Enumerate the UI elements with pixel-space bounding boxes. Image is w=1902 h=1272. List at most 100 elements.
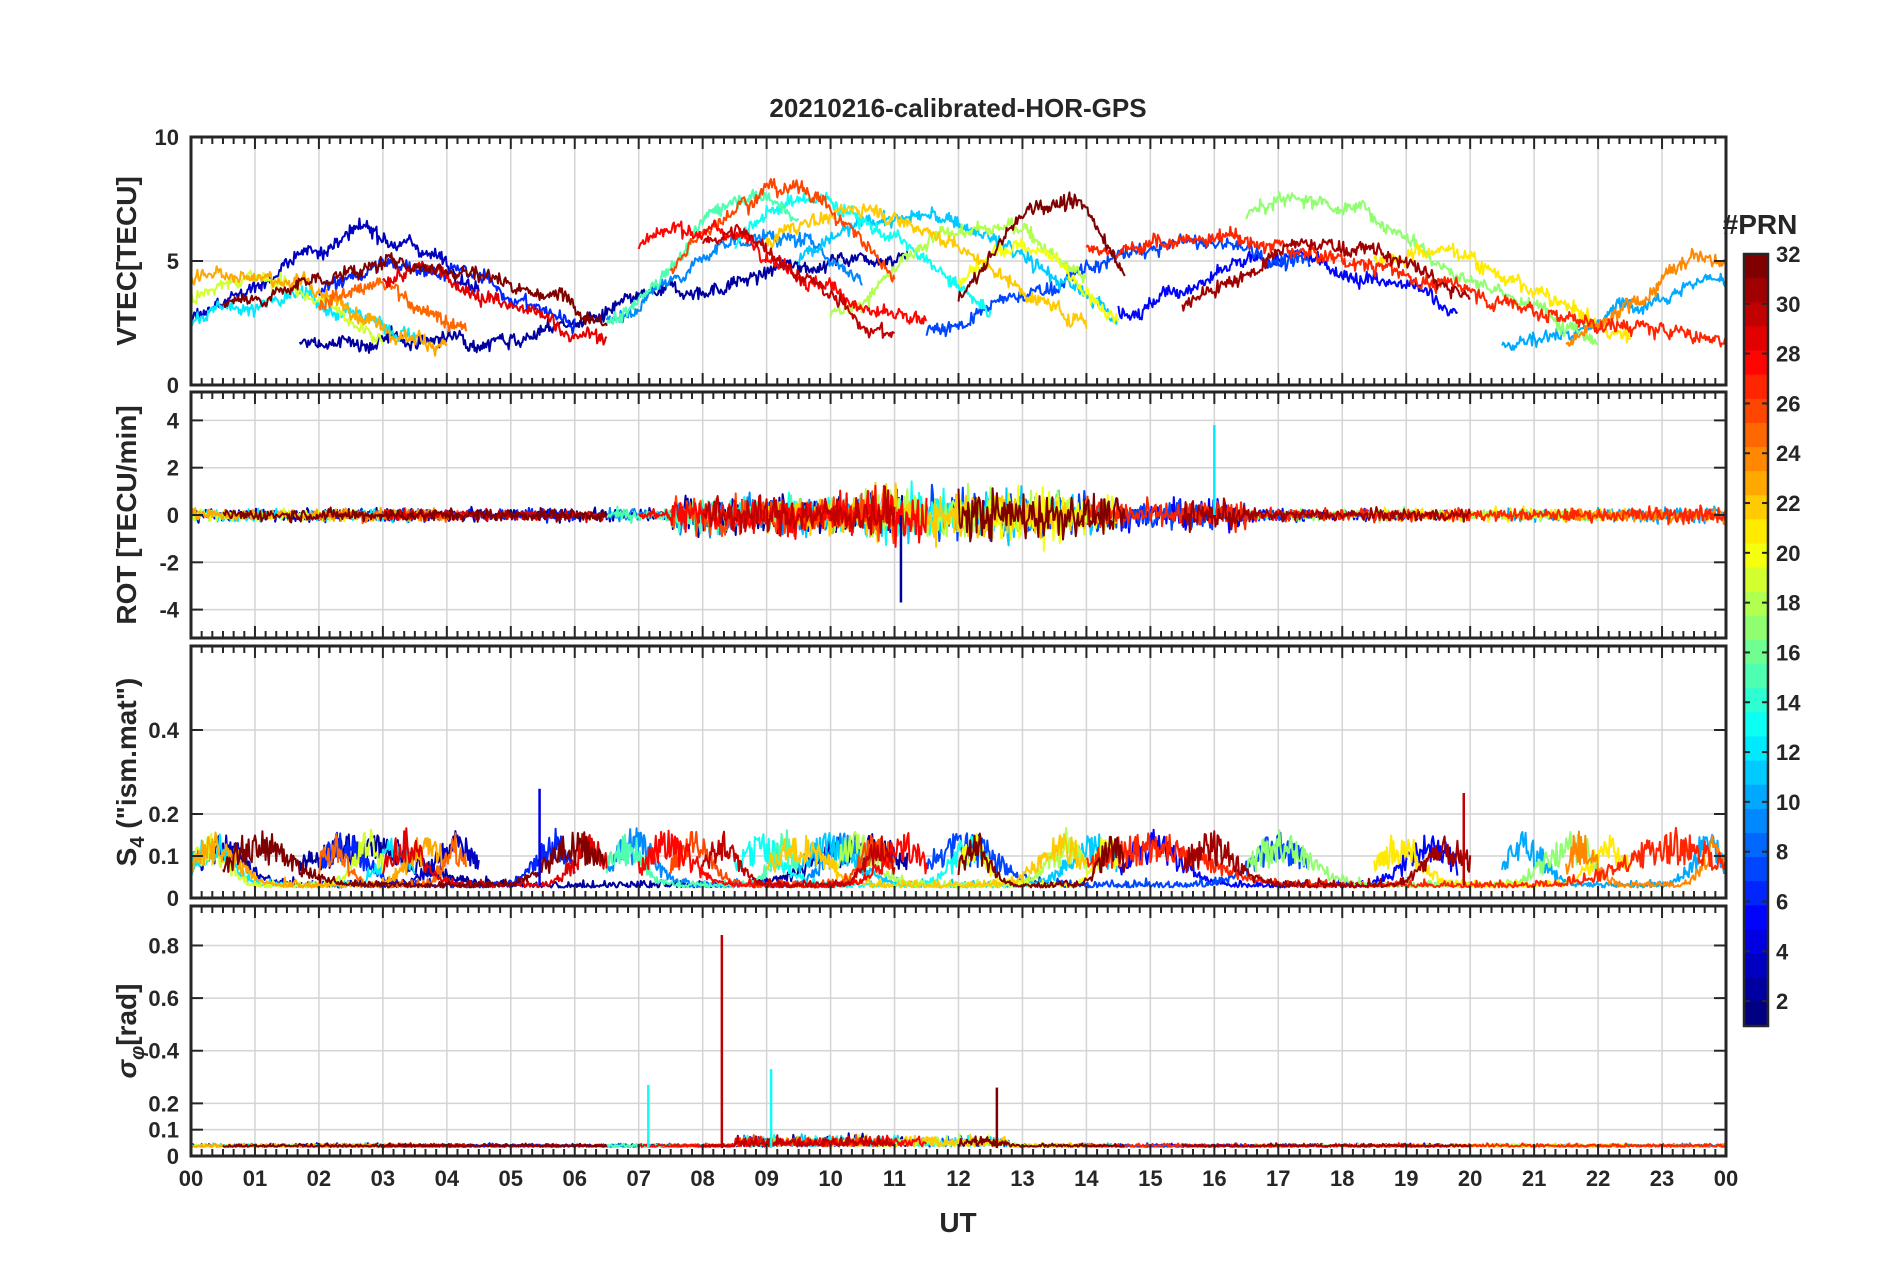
x-tick-label: 08 [690,1166,714,1191]
colorbar-segment [1744,254,1768,279]
colorbar-tick-label: 24 [1776,441,1801,466]
colorbar-tick-label: 10 [1776,790,1800,815]
colorbar-segment [1744,833,1768,858]
series-line-prn-18 [829,217,1087,318]
series-line-prn-22 [765,833,1088,889]
series-line-prn-30 [702,1134,896,1148]
colorbar-segment [1744,302,1768,327]
series-line-prn-19 [191,828,384,889]
series-line-prn-22 [765,203,1088,329]
panel-rot-ylabel: ROT [TECU/min] [111,405,142,624]
series-line-prn-29 [382,260,608,346]
chart-title: 20210216-calibrated-HOR-GPS [769,93,1146,123]
series-line-prn-17 [1245,191,1599,346]
colorbar-segment [1744,543,1768,569]
ylabel-main: S [111,848,142,867]
x-tick-label: 21 [1522,1166,1546,1191]
series-line-prn-31 [1181,497,1472,534]
colorbar-tick-label: 14 [1776,690,1801,715]
panel-vtec-series [191,178,1726,357]
series-line-prn-9 [605,228,863,324]
series-line-prn-28 [637,219,928,325]
series-line-prn-32 [222,506,608,524]
series-line-prn-31 [1181,830,1472,889]
panel-vtec-ticks [190,136,1727,386]
y-tick-label: -2 [159,550,179,575]
ylabel-sub: φ [127,1046,149,1060]
x-tick-label: 17 [1266,1166,1290,1191]
colorbar-segment [1744,760,1768,786]
y-tick-label: 0.2 [148,802,179,827]
colorbar-segment [1744,736,1768,762]
y-tick-label: 10 [155,125,179,150]
x-tick-label: 00 [179,1166,203,1191]
colorbar-tick-label: 6 [1776,889,1788,914]
colorbar-segment [1744,447,1768,472]
colorbar-segment [1744,422,1768,448]
colorbar-tick-label: 2 [1776,989,1788,1014]
series-line-prn-6 [318,827,576,889]
colorbar-tick-label: 8 [1776,840,1788,865]
colorbar-segment [1744,857,1768,882]
colorbar-frame [1742,252,1770,1028]
colorbar-tick-label: 16 [1776,640,1800,665]
series-line-prn-13 [734,191,992,318]
y-tick-label: 0.4 [148,1039,179,1064]
colorbar-segment [1744,591,1768,617]
y-tick-label: 0.6 [148,986,179,1011]
colorbar-tick-label: 30 [1776,292,1800,317]
ylabel-rest: [rad] [111,984,142,1046]
y-tick-label: 2 [167,456,179,481]
series-line-prn-32 [957,1135,1125,1148]
colorbar-segment [1744,495,1768,520]
colorbar-tick-label: 22 [1776,491,1800,516]
colorbar-label: #PRN [1723,209,1798,240]
x-tick-label: 16 [1202,1166,1226,1191]
colorbar-segment [1744,278,1768,303]
colorbar-segment [1744,615,1768,641]
series-line-prn-21 [1373,242,1631,344]
panel-s4-series [191,788,1726,889]
colorbar-tick-label: 32 [1776,242,1800,267]
x-tick-label: 03 [371,1166,395,1191]
colorbar-tick-label: 26 [1776,391,1800,416]
x-tick-label: 09 [754,1166,778,1191]
panel-sigma-ticks [190,906,1727,1157]
x-tick-label: 13 [1010,1166,1034,1191]
colorbar-segment [1744,567,1768,593]
colorbar-segment [1744,519,1768,545]
series-line-prn-19 [191,269,384,345]
x-tick-label: 11 [883,1166,906,1191]
series-line-prn-25 [317,832,467,889]
colorbar-tick-label: 20 [1776,541,1800,566]
panel-vtec-ylabel: VTEC[TECU] [111,176,142,346]
series-line-prn-32 [957,191,1126,302]
colorbar-tick-label: 4 [1776,939,1789,964]
x-tick-label: 01 [243,1166,267,1191]
panel-rot: -4 -2 0 2 4 ROT [TECU/min] [111,390,1728,640]
ylabel-sub: 4 [127,836,149,848]
x-tick-label: 23 [1650,1166,1674,1191]
y-tick-label: 0 [167,503,179,528]
panel-s4-ylabel: S4 ("ism.mat") [111,678,149,867]
x-tick-label: 20 [1458,1166,1482,1191]
x-tick-label: 00 [1714,1166,1738,1191]
panel-s4: 00.10.20.4S4 ("ism.mat") [111,644,1728,911]
series-line-prn-29 [381,827,608,889]
x-tick-label: 02 [307,1166,331,1191]
x-tick-label: 12 [946,1166,970,1191]
series-line-prn-10 [1501,831,1726,889]
panel-rot-series [191,425,1726,603]
series-line-prn-30 [701,830,896,889]
x-tick-label: 14 [1074,1166,1099,1191]
x-axis-label: UT [939,1207,976,1238]
y-tick-label: 5 [167,249,179,274]
colorbar-segment [1744,953,1768,979]
colorbar-tick-label: 28 [1776,342,1800,367]
colorbar-segment [1744,664,1768,689]
colorbar-tick-label: 18 [1776,591,1800,616]
panel-sigma-ylabel: σφ[rad] [111,984,149,1079]
